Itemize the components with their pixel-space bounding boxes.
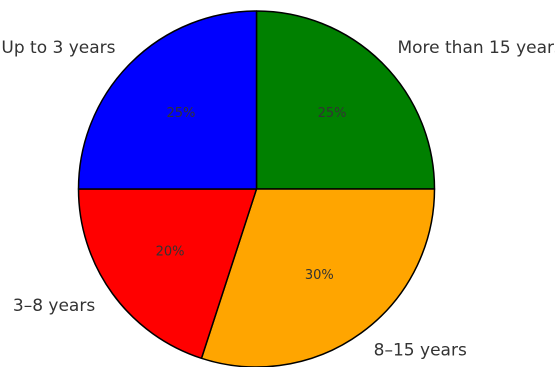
pie-pct-label-3-8-years: 20% [156,244,185,259]
pie-category-label-more-than-15-years: More than 15 years [397,38,555,58]
slices-layer [77,10,436,367]
pie-slice-8-15-years [200,188,436,367]
pie-category-label-8-15-years: 8–15 years [374,340,467,360]
labels-layer: 25% More than 15 years 30% 8–15 years 20% 3–8… [1,38,555,360]
pie-category-label-3-8-years: 3–8 years [13,296,95,316]
pie-pct-label-8-15-years: 30% [305,268,334,283]
pie-slice-up-to-3-years [77,10,258,190]
pie-slice-more-than-15-years [255,10,436,190]
pie-slice-3-8-years [77,188,258,360]
pie-category-label-up-to-3-years: Up to 3 years [1,38,115,58]
pie-pct-label-more-than-15-years: 25% [318,106,347,121]
pie-pct-label-up-to-3-years: 25% [167,106,196,121]
